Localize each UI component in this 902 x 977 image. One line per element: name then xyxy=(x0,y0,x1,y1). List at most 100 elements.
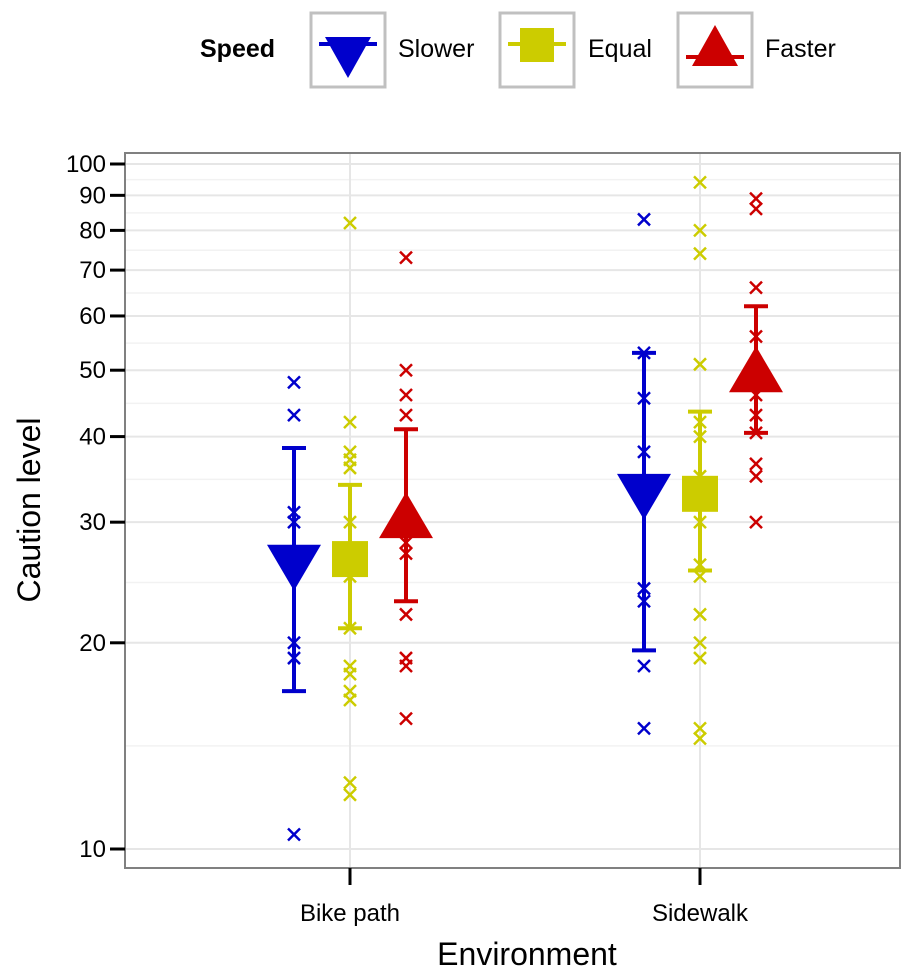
plot-background xyxy=(125,153,900,868)
point-equal xyxy=(343,693,357,707)
point-equal xyxy=(343,216,357,230)
point-stroke xyxy=(693,721,707,736)
y-tick-label: 80 xyxy=(79,217,106,244)
y-tick-label: 10 xyxy=(79,836,106,863)
point-stroke xyxy=(749,201,763,216)
point-faster xyxy=(399,250,413,265)
y-tick-label: 50 xyxy=(79,357,106,384)
x-tick-label: Bike path xyxy=(300,900,400,927)
point-stroke xyxy=(693,246,707,261)
point-stroke xyxy=(399,408,413,422)
legend-label-slower: Slower xyxy=(398,35,474,63)
point-stroke xyxy=(287,375,301,390)
point-faster xyxy=(749,469,763,484)
point-stroke xyxy=(637,659,651,673)
point-stroke xyxy=(399,363,413,378)
point-stroke xyxy=(399,250,413,265)
legend-marker-slower xyxy=(325,37,371,78)
point-stroke xyxy=(399,711,413,726)
point-stroke xyxy=(637,721,651,736)
legend-label-equal: Equal xyxy=(588,35,652,63)
point-slower xyxy=(287,375,301,390)
point-stroke xyxy=(693,357,707,372)
x-axis-title: Environment xyxy=(437,936,617,972)
point-equal xyxy=(693,635,707,650)
point-stroke xyxy=(749,515,763,530)
mean-marker-slower xyxy=(267,544,321,591)
point-faster xyxy=(749,201,763,216)
y-tick-label: 70 xyxy=(79,257,106,284)
point-slower xyxy=(637,659,651,673)
point-slower xyxy=(637,212,651,227)
x-tick-label: Sidewalk xyxy=(652,900,749,927)
point-equal xyxy=(693,223,707,238)
point-stroke xyxy=(693,175,707,190)
point-stroke xyxy=(637,212,651,227)
point-stroke xyxy=(693,607,707,622)
point-faster xyxy=(399,388,413,402)
point-faster xyxy=(399,363,413,378)
point-stroke xyxy=(749,469,763,484)
axes: 10 20 30 40 50 60 70 80 90 100 Bike path Sidewalk xyxy=(66,151,749,927)
point-stroke xyxy=(343,216,357,230)
legend: Speed Slower Equal Faster xyxy=(200,11,836,89)
y-tick-label: 30 xyxy=(79,509,106,536)
gridlines xyxy=(125,153,900,868)
point-stroke xyxy=(343,415,357,429)
legend-label-faster: Faster xyxy=(765,35,836,63)
point-slower xyxy=(637,721,651,736)
point-faster xyxy=(749,280,763,295)
y-tick-label: 60 xyxy=(79,303,106,330)
point-stroke xyxy=(693,731,707,746)
legend-item-slower: Slower xyxy=(309,11,474,89)
mean-marker-faster xyxy=(379,492,433,539)
y-axis-title: Caution level xyxy=(11,418,47,603)
y-tick-label: 20 xyxy=(79,630,106,657)
point-equal xyxy=(343,415,357,429)
point-equal xyxy=(693,607,707,622)
point-stroke xyxy=(343,461,357,475)
point-stroke xyxy=(749,280,763,295)
point-equal xyxy=(693,357,707,372)
point-stroke xyxy=(343,787,357,802)
point-faster xyxy=(399,659,413,673)
point-faster xyxy=(399,408,413,422)
point-equal xyxy=(343,461,357,475)
point-slower xyxy=(287,408,301,422)
point-faster xyxy=(749,191,763,206)
point-stroke xyxy=(399,388,413,402)
point-equal xyxy=(693,175,707,190)
point-stroke xyxy=(343,775,357,790)
mean-marker-equal xyxy=(682,475,718,512)
point-stroke xyxy=(693,635,707,650)
y-tick-label: 100 xyxy=(66,151,106,178)
legend-marker-equal xyxy=(520,28,554,62)
point-faster xyxy=(749,456,763,471)
legend-item-equal: Equal xyxy=(498,11,652,89)
legend-marker-faster xyxy=(692,25,738,66)
point-stroke xyxy=(399,607,413,622)
data-layer xyxy=(267,175,783,842)
mean-marker-faster xyxy=(729,346,783,393)
point-faster xyxy=(749,515,763,530)
legend-title: Speed xyxy=(200,35,275,63)
point-equal xyxy=(343,667,357,682)
point-stroke xyxy=(287,408,301,422)
point-stroke xyxy=(749,191,763,206)
point-equal xyxy=(343,775,357,790)
point-equal xyxy=(693,721,707,736)
legend-item-faster: Faster xyxy=(676,11,836,89)
point-stroke xyxy=(749,456,763,471)
point-stroke xyxy=(343,667,357,682)
point-equal xyxy=(343,787,357,802)
point-equal xyxy=(693,731,707,746)
mean-marker-equal xyxy=(332,541,368,578)
point-faster xyxy=(399,711,413,726)
point-equal xyxy=(693,246,707,261)
mean-marker-slower xyxy=(617,473,671,520)
plot-border xyxy=(124,152,901,869)
point-stroke xyxy=(343,693,357,707)
point-faster xyxy=(399,607,413,622)
point-stroke xyxy=(399,659,413,673)
